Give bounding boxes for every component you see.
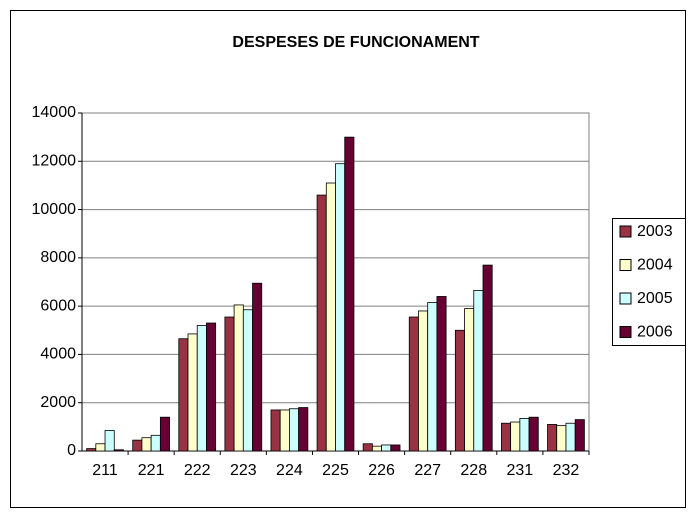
legend-swatch — [619, 326, 632, 338]
y-tick-label: 2000 — [40, 394, 76, 411]
bar — [565, 422, 576, 452]
x-tick-label: 227 — [414, 462, 441, 479]
legend-box — [612, 218, 686, 346]
bar — [381, 444, 392, 452]
bar — [574, 419, 585, 452]
x-tick-label: 226 — [368, 462, 395, 479]
bar — [436, 296, 447, 452]
bar — [418, 310, 429, 452]
bar — [298, 407, 309, 452]
x-tick-label: 222 — [184, 462, 211, 479]
bar — [473, 290, 484, 452]
x-tick-label: 223 — [230, 462, 257, 479]
bar — [501, 422, 512, 452]
bar — [547, 424, 558, 452]
x-tick-label: 232 — [553, 462, 580, 479]
bar — [178, 338, 189, 452]
bar — [482, 264, 493, 452]
bar — [519, 418, 530, 452]
y-tick-label: 12000 — [32, 153, 77, 170]
bar — [344, 136, 355, 452]
legend-swatch — [619, 225, 632, 238]
y-tick-label: 14000 — [32, 104, 77, 121]
bar — [104, 430, 115, 452]
bar — [224, 316, 235, 452]
legend-label: 2005 — [637, 290, 673, 307]
legend-label: 2003 — [637, 223, 673, 240]
y-tick-label: 8000 — [40, 249, 76, 266]
bar — [252, 282, 263, 452]
legend-label: 2006 — [637, 324, 673, 341]
legend-swatch — [619, 259, 632, 271]
bar — [316, 194, 327, 452]
y-tick-label: 0 — [67, 442, 76, 459]
bar — [206, 322, 217, 452]
chart-title: DESPESES DE FUNCIONAMENT — [232, 34, 479, 51]
bar — [113, 449, 124, 452]
bar — [510, 421, 521, 452]
bar — [279, 409, 290, 452]
bar — [187, 333, 198, 452]
bar — [132, 439, 143, 452]
bar — [464, 308, 475, 452]
bar — [196, 325, 207, 452]
bar — [86, 448, 97, 452]
bar — [371, 445, 382, 452]
bar — [528, 416, 539, 452]
x-tick-label: 231 — [507, 462, 534, 479]
bar — [556, 425, 567, 452]
legend-swatch — [619, 292, 632, 305]
bar — [270, 409, 281, 452]
x-tick-label: 221 — [138, 462, 165, 479]
bar — [408, 316, 419, 452]
y-tick-label: 10000 — [32, 201, 77, 218]
bar — [289, 408, 300, 452]
bar — [150, 434, 161, 452]
bar — [362, 443, 373, 452]
bar — [95, 443, 106, 452]
bar — [427, 302, 438, 452]
legend-label: 2004 — [637, 257, 673, 274]
x-tick-label: 224 — [276, 462, 303, 479]
x-tick-label: 225 — [322, 462, 349, 479]
bar — [159, 416, 170, 452]
x-tick-label: 211 — [92, 462, 118, 479]
bar — [454, 329, 465, 452]
bar — [335, 163, 346, 452]
bar — [390, 444, 401, 452]
y-tick-label: 6000 — [40, 297, 76, 314]
bar — [233, 304, 244, 452]
x-tick-label: 228 — [460, 462, 487, 479]
y-tick-label: 4000 — [40, 346, 76, 363]
bar — [242, 309, 253, 452]
bar — [325, 182, 336, 452]
bar — [141, 437, 152, 452]
